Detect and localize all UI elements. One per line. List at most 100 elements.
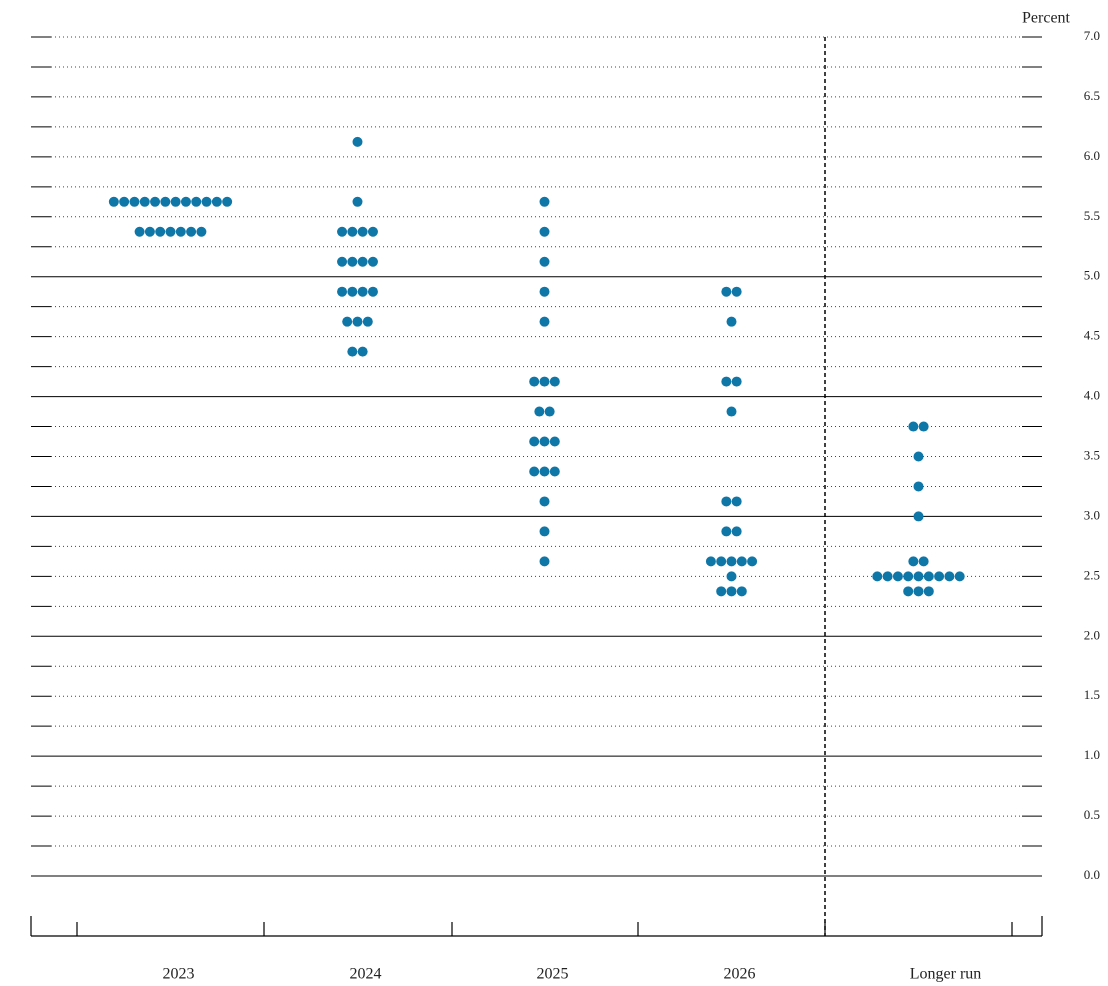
dot (357, 346, 368, 357)
dot (918, 556, 929, 567)
dot (347, 256, 358, 267)
x-tick-label: 2024 (350, 966, 382, 983)
dot (539, 526, 550, 537)
dot (119, 196, 130, 207)
dot (923, 571, 934, 582)
dot (134, 226, 145, 237)
dot (954, 571, 965, 582)
dot (539, 286, 550, 297)
y-tick-label: 6.5 (1084, 88, 1100, 103)
dot (549, 436, 560, 447)
dot (144, 226, 155, 237)
dot (736, 556, 747, 567)
dot (539, 256, 550, 267)
dot (347, 286, 358, 297)
y-tick-label: 4.5 (1084, 328, 1100, 343)
dot (731, 376, 742, 387)
y-tick-label: 3.0 (1084, 507, 1100, 522)
dot (150, 196, 161, 207)
dot (534, 406, 545, 417)
dot (129, 196, 140, 207)
y-tick-label: 5.0 (1084, 268, 1100, 283)
dot (170, 196, 181, 207)
dot (357, 256, 368, 267)
dot (721, 376, 732, 387)
dot (196, 226, 207, 237)
x-tick-label: 2025 (537, 966, 569, 983)
dot (155, 226, 166, 237)
y-tick-label: 0.0 (1084, 867, 1100, 882)
dot (337, 226, 348, 237)
dot (882, 571, 893, 582)
dot (892, 571, 903, 582)
dot (529, 376, 540, 387)
dot (913, 481, 924, 492)
dot (367, 256, 378, 267)
dot (337, 286, 348, 297)
dot (721, 496, 732, 507)
dot (539, 196, 550, 207)
dot (913, 511, 924, 522)
y-tick-label: 1.5 (1084, 687, 1100, 702)
dot (367, 226, 378, 237)
x-axis (30, 916, 1043, 937)
dot (367, 286, 378, 297)
dot (544, 406, 555, 417)
dot (908, 421, 919, 432)
dot (726, 571, 737, 582)
dot (726, 406, 737, 417)
dot (913, 451, 924, 462)
dot (539, 556, 550, 567)
y-tick-label: 6.0 (1084, 148, 1100, 163)
dot (539, 376, 550, 387)
dot (549, 466, 560, 477)
dot (872, 571, 883, 582)
dot (160, 196, 171, 207)
dot (539, 496, 550, 507)
dot (903, 571, 914, 582)
x-tick-label: Longer run (910, 966, 982, 983)
dot (165, 226, 176, 237)
dot (549, 376, 560, 387)
dot (731, 286, 742, 297)
dot (347, 346, 358, 357)
y-tick-label: 0.5 (1084, 807, 1100, 822)
dot (716, 556, 727, 567)
dot (913, 571, 924, 582)
dot (539, 226, 550, 237)
y-tick-label: 3.5 (1084, 447, 1100, 462)
dot (747, 556, 758, 567)
dot (705, 556, 716, 567)
dot (357, 286, 368, 297)
dot (923, 586, 934, 597)
dot (180, 196, 191, 207)
dot (352, 316, 363, 327)
dot (352, 196, 363, 207)
dot (347, 226, 358, 237)
dot (736, 586, 747, 597)
dot (175, 226, 186, 237)
dot (726, 316, 737, 327)
dot (139, 196, 150, 207)
dot (903, 586, 914, 597)
dot (539, 436, 550, 447)
dot (731, 496, 742, 507)
y-tick-label: 1.0 (1084, 747, 1100, 762)
dot (529, 466, 540, 477)
dot (362, 316, 373, 327)
y-tick-label: 7.0 (1084, 28, 1100, 43)
dot (539, 316, 550, 327)
y-tick-label: 2.0 (1084, 627, 1100, 642)
dot (201, 196, 212, 207)
dot (731, 526, 742, 537)
dot (222, 196, 233, 207)
y-tick-label: 4.0 (1084, 388, 1100, 403)
dot (944, 571, 955, 582)
dot (716, 586, 727, 597)
dot (191, 196, 202, 207)
dot (913, 586, 924, 597)
dot (108, 196, 119, 207)
x-tick-label: 2023 (163, 966, 195, 983)
dot (352, 136, 363, 147)
